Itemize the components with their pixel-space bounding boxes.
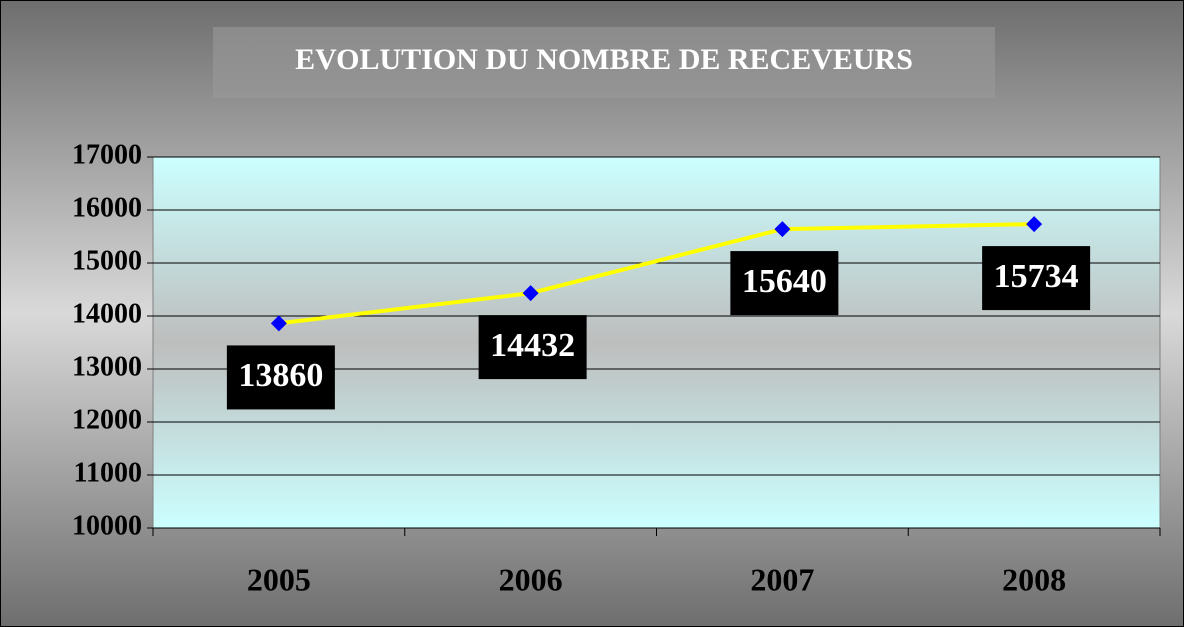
marker <box>270 315 287 332</box>
data-label: 14432 <box>490 327 575 364</box>
y-tick-label: 17000 <box>72 139 142 170</box>
y-tick-label: 10000 <box>72 510 142 541</box>
y-tick-label: 15000 <box>72 245 142 276</box>
line <box>278 222 1035 326</box>
marker <box>1026 216 1043 233</box>
marker <box>522 285 539 302</box>
y-tick-label: 13000 <box>72 351 142 382</box>
plot-area <box>152 156 1161 529</box>
data-label-box <box>730 251 839 316</box>
title-box <box>213 27 995 98</box>
data-label-box <box>478 315 587 380</box>
data-label: 15640 <box>742 263 827 300</box>
x-tick-label: 2008 <box>1002 561 1066 597</box>
data-label-box <box>226 345 335 410</box>
x-tick-label: 2006 <box>499 561 563 597</box>
chart-title: EVOLUTION DU NOMBRE DE RECEVEURS <box>295 43 913 76</box>
data-label: 15734 <box>994 258 1079 295</box>
y-tick-label: 14000 <box>72 298 142 329</box>
data-label: 13860 <box>238 357 323 394</box>
y-tick-label: 16000 <box>72 192 142 223</box>
y-tick-label: 12000 <box>72 404 142 435</box>
y-tick-label: 11000 <box>74 457 142 488</box>
marker <box>774 221 791 238</box>
data-label-box <box>982 246 1091 311</box>
x-tick-label: 2005 <box>247 561 311 597</box>
x-tick-label: 2007 <box>750 561 814 597</box>
